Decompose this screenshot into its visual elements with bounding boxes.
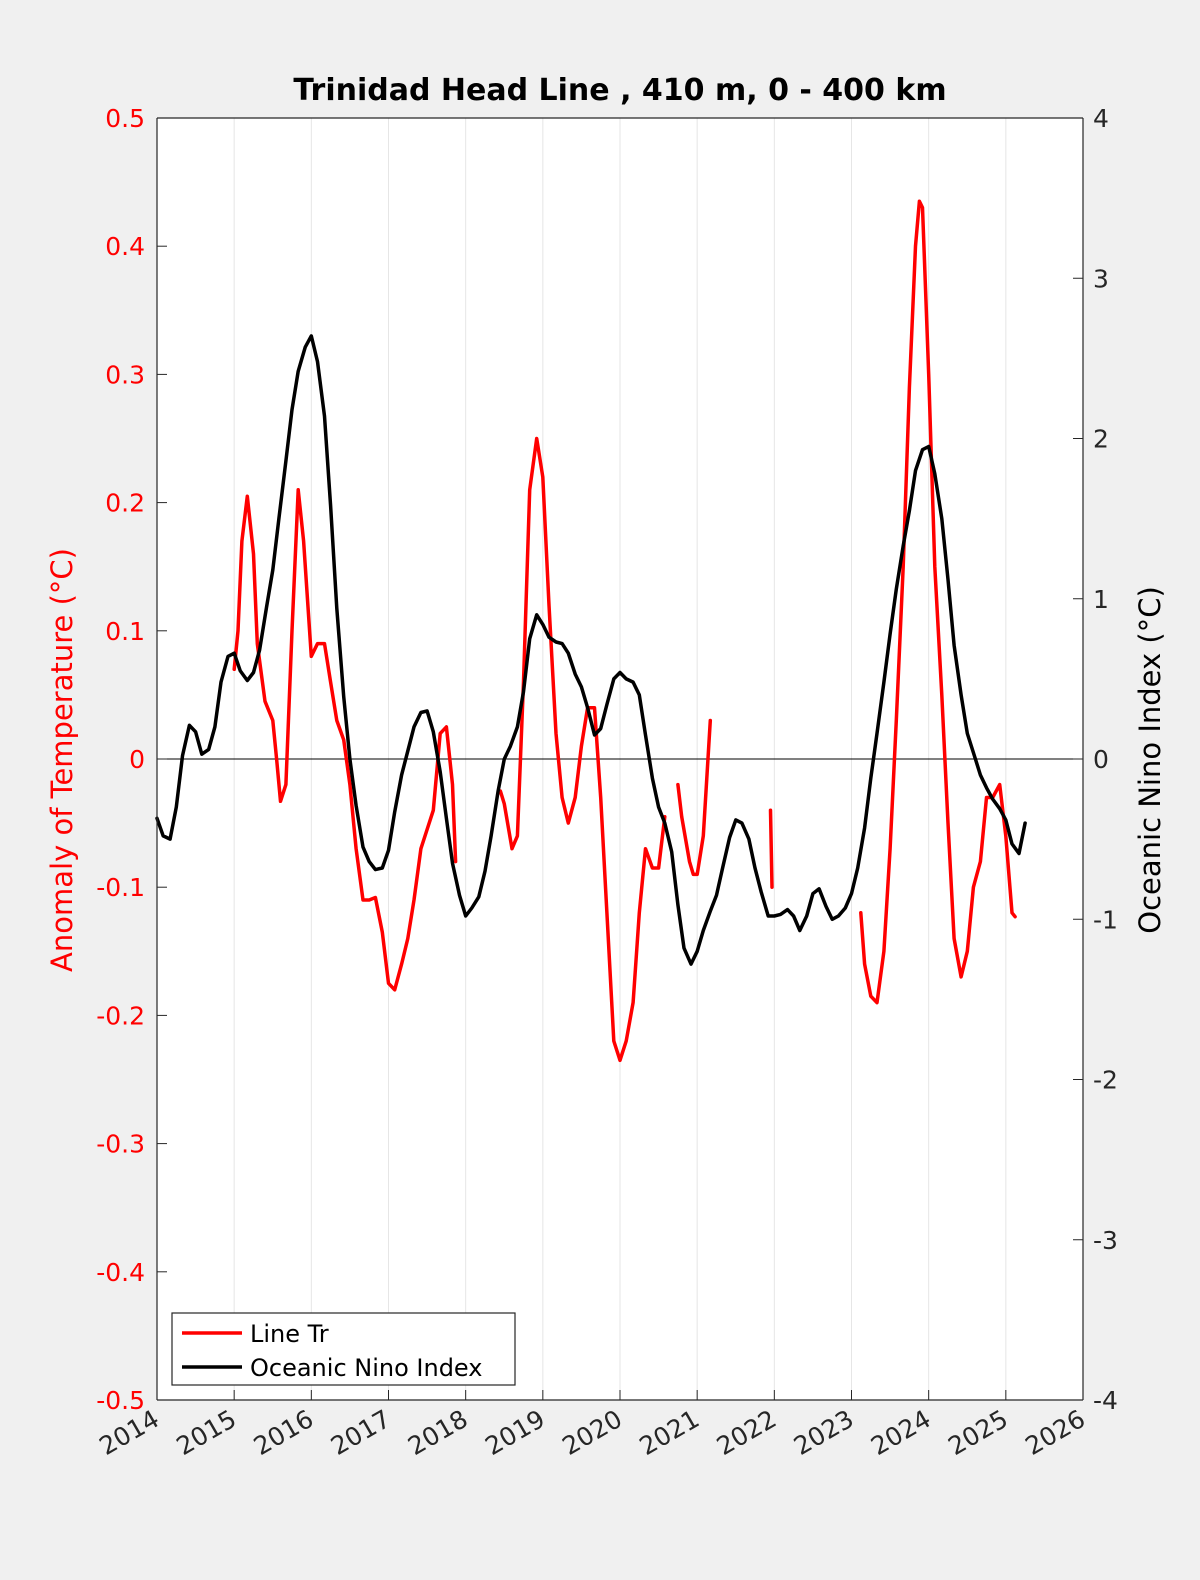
- x-tick-label: 2016: [249, 1404, 319, 1461]
- y-axis-left-label: Anomaly of Temperature (°C): [45, 548, 79, 972]
- y-axis-right-label: Oceanic Nino Index (°C): [1133, 586, 1167, 934]
- y-left-tick-label: -0.4: [96, 1258, 145, 1287]
- chart-title: Trinidad Head Line , 410 m, 0 - 400 km: [293, 73, 946, 108]
- x-tick-label: 2019: [480, 1404, 550, 1461]
- x-tick-label: 2015: [172, 1404, 242, 1461]
- y-right-tick-label: 1: [1093, 585, 1109, 614]
- x-tick-label: 2017: [326, 1404, 396, 1461]
- x-tick-label: 2025: [943, 1404, 1013, 1461]
- y-left-tick-label: 0.3: [105, 360, 145, 389]
- y-left-tick-label: 0.2: [105, 489, 145, 518]
- series-line-tr-segment: [768, 808, 774, 889]
- y-right-tick-label: -1: [1093, 905, 1118, 934]
- legend-label-oni: Oceanic Nino Index: [250, 1354, 482, 1382]
- x-tick-label: 2022: [712, 1404, 782, 1461]
- y-left-tick-label: -0.3: [96, 1130, 145, 1159]
- y-left-tick-label: 0: [129, 745, 145, 774]
- series-oni-line: [155, 334, 1027, 966]
- y-left-tick-label: -0.1: [96, 873, 145, 902]
- y-right-tick-label: -4: [1093, 1386, 1118, 1415]
- y-right-tick-label: 4: [1093, 104, 1109, 133]
- x-tick-label: 2021: [635, 1404, 705, 1461]
- series-line-tr-segment: [232, 488, 458, 992]
- y-left-tick-label: 0.1: [105, 617, 145, 646]
- y-right-tick-label: 2: [1093, 425, 1109, 454]
- x-tick-label: 2020: [557, 1404, 627, 1461]
- y-right-tick-label: -2: [1093, 1066, 1118, 1095]
- legend-box: [171, 1312, 516, 1386]
- x-tick-label: 2024: [866, 1404, 936, 1461]
- y-left-tick-label: -0.5: [96, 1386, 145, 1415]
- y-left-tick-label: -0.2: [96, 1001, 145, 1030]
- legend: Line Tr Oceanic Nino Index: [171, 1312, 516, 1386]
- x-tick-label: 2023: [789, 1404, 859, 1461]
- x-tick-label: 2018: [403, 1404, 473, 1461]
- legend-label-line-tr: Line Tr: [250, 1320, 329, 1348]
- x-tick-label: 2026: [1020, 1404, 1090, 1461]
- y-left-tick-label: 0.5: [105, 104, 145, 133]
- y-right-tick-label: -3: [1093, 1226, 1118, 1255]
- y-right-tick-label: 3: [1093, 264, 1109, 293]
- y-left-tick-label: 0.4: [105, 232, 145, 261]
- series-line-tr-segment: [676, 718, 713, 877]
- series-line-tr-segment: [498, 436, 667, 1063]
- y-right-tick-label: 0: [1093, 745, 1109, 774]
